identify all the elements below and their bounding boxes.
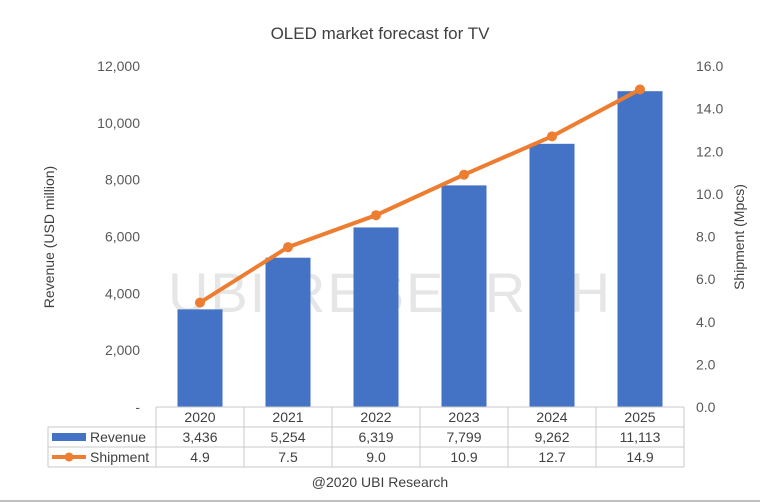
- table-cell-revenue: 7,799: [446, 429, 481, 445]
- y-right-tick-label: 14.0: [696, 101, 723, 117]
- point-shipment: [371, 210, 381, 221]
- x-tick-label: 2020: [184, 409, 215, 425]
- y-left-tick-label: 10,000: [97, 115, 140, 131]
- x-tick-label: 2023: [448, 409, 479, 425]
- table-cell-shipment: 10.9: [450, 449, 477, 465]
- legend-marker-shipment: [64, 452, 74, 462]
- point-shipment: [547, 131, 557, 142]
- point-shipment: [635, 84, 645, 95]
- table-cell-shipment: 4.9: [190, 449, 210, 465]
- y-right-tick-label: 2.0: [696, 356, 716, 372]
- y-left-tick-label: 2,000: [105, 342, 140, 358]
- chart-title: OLED market forecast for TV: [270, 24, 490, 43]
- x-tick-label: 2021: [272, 409, 303, 425]
- y-left-tick-label: -: [135, 399, 140, 415]
- y-right-tick-label: 0.0: [696, 399, 716, 415]
- y-left-axis-title: Revenue (USD million): [41, 166, 57, 308]
- bar-revenue: [441, 185, 487, 407]
- bar-revenue: [353, 227, 399, 407]
- point-shipment: [195, 297, 205, 308]
- legend-label-revenue: Revenue: [90, 429, 146, 445]
- table-cell-shipment: 14.9: [626, 449, 653, 465]
- table-cell-shipment: 12.7: [538, 449, 565, 465]
- x-tick-label: 2022: [360, 409, 391, 425]
- y-left-tick-label: 8,000: [105, 172, 140, 188]
- point-shipment: [459, 169, 469, 180]
- bar-revenue: [177, 309, 223, 407]
- bar-revenue: [617, 91, 663, 408]
- point-shipment: [283, 242, 293, 253]
- bar-revenue: [265, 257, 311, 407]
- y-right-tick-label: 8.0: [696, 229, 716, 245]
- table-cell-revenue: 11,113: [620, 429, 661, 445]
- y-right-tick-label: 4.0: [696, 314, 716, 330]
- table-cell-revenue: 9,262: [534, 429, 569, 445]
- y-right-axis-title: Shipment (Mpcs): [731, 184, 747, 290]
- x-tick-label: 2025: [624, 409, 655, 425]
- y-left-tick-label: 4,000: [105, 285, 140, 301]
- y-right-tick-label: 10.0: [696, 186, 723, 202]
- table-cell-revenue: 5,254: [270, 429, 305, 445]
- table-cell-revenue: 6,319: [358, 429, 393, 445]
- bottom-divider: [0, 500, 760, 502]
- table-cell-revenue: 3,436: [182, 429, 217, 445]
- table-cell-shipment: 7.5: [278, 449, 298, 465]
- y-left-tick-label: 12,000: [97, 58, 140, 74]
- line-shipment: [198, 87, 642, 305]
- y-left-tick-label: 6,000: [105, 229, 140, 245]
- legend-swatch-revenue: [52, 433, 86, 441]
- y-right-tick-label: 12.0: [696, 143, 723, 159]
- y-right-tick-label: 6.0: [696, 271, 716, 287]
- table-cell-shipment: 9.0: [366, 449, 386, 465]
- x-tick-label: 2024: [536, 409, 567, 425]
- source-note: @2020 UBI Research: [311, 474, 449, 490]
- y-right-tick-label: 16.0: [696, 58, 723, 74]
- bar-revenue: [529, 143, 575, 407]
- legend-label-shipment: Shipment: [90, 449, 149, 465]
